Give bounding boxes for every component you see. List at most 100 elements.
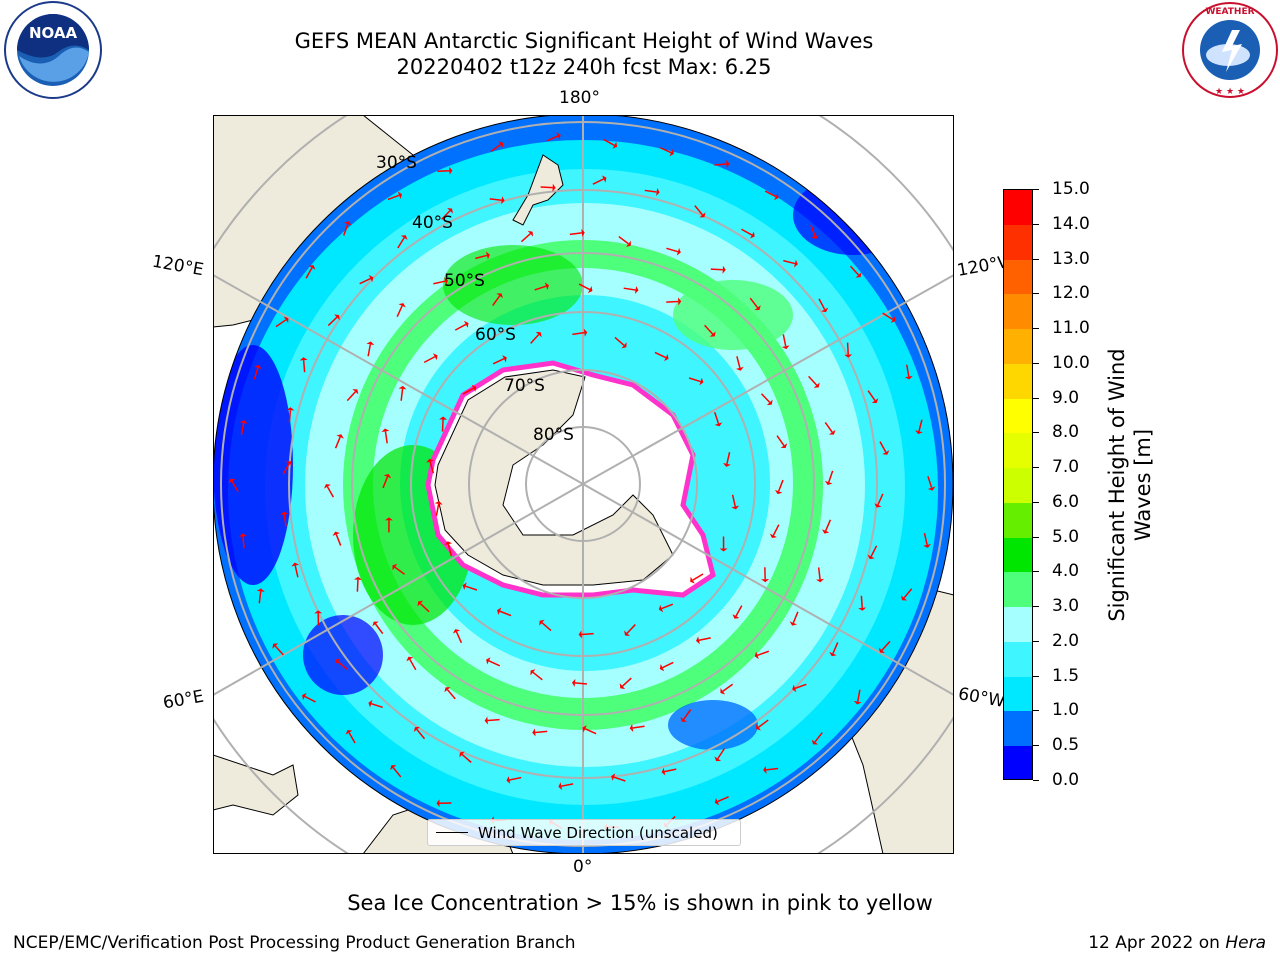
lat-label-30s: 30°S xyxy=(376,153,417,173)
wave-direction-arrowhead xyxy=(486,657,491,665)
wave-direction-arrowhead xyxy=(624,630,630,637)
wave-direction-arrowhead xyxy=(302,692,307,701)
wave-direction-arrow xyxy=(666,247,679,253)
wave-direction-arrowhead xyxy=(661,767,666,776)
wave-direction-arrowhead xyxy=(769,533,777,539)
wave-direction-arrow xyxy=(731,494,736,507)
wave-direction-arrow xyxy=(877,493,884,506)
wave-direction-arrow xyxy=(540,186,553,189)
wave-direction-arrowhead xyxy=(384,517,393,521)
wave-direction-arrow xyxy=(274,645,284,656)
colorbar-tick-label: 9.0 xyxy=(1052,387,1080,408)
wave-direction-arrow xyxy=(396,305,403,318)
colorbar-tick-label: 8.0 xyxy=(1052,422,1080,443)
wave-direction-arrow xyxy=(717,796,729,803)
footer-credit: NCEP/EMC/Verification Post Processing Pr… xyxy=(13,933,576,953)
wave-direction-arrowhead xyxy=(462,582,467,590)
wave-direction-arrow xyxy=(881,640,891,651)
colorbar-tick xyxy=(1033,536,1039,538)
wave-direction-arrow xyxy=(488,660,501,667)
wave-direction-arrow xyxy=(423,356,436,364)
wave-direction-arrow xyxy=(441,210,451,220)
wave-direction-arrowhead xyxy=(811,234,819,240)
wave-direction-arrow xyxy=(343,223,349,236)
wave-direction-arrow xyxy=(726,452,731,465)
wave-direction-arrow xyxy=(870,545,878,557)
colorbar-segment xyxy=(1004,363,1032,399)
wave-direction-arrow xyxy=(758,719,769,728)
wave-direction-arrowhead xyxy=(426,458,434,463)
wave-direction-arrowhead xyxy=(323,484,331,489)
wave-direction-arrowhead xyxy=(722,265,726,274)
wave-direction-arrow xyxy=(409,658,417,671)
wave-direction-arrow xyxy=(461,753,472,763)
wave-direction-arrowhead xyxy=(774,489,783,495)
wave-direction-arrowhead xyxy=(858,607,867,611)
wave-direction-arrow xyxy=(661,603,674,610)
wave-direction-arrowhead xyxy=(417,600,424,607)
wave-direction-arrow xyxy=(441,419,444,432)
wave-direction-arrowhead xyxy=(626,240,631,247)
wave-direction-arrow xyxy=(714,163,727,166)
colorbar-tick-label: 0.0 xyxy=(1052,770,1080,790)
wave-direction-arrow xyxy=(305,267,313,279)
wave-direction-arrowhead xyxy=(558,782,563,791)
graticule xyxy=(213,115,954,854)
wave-direction-arrow xyxy=(688,377,701,383)
wave-direction-arrow xyxy=(371,702,383,709)
wave-direction-arrowhead xyxy=(900,595,908,601)
wave-direction-arrowhead xyxy=(732,614,740,619)
colorbar-tick xyxy=(1033,780,1039,781)
legend-label: Wind Wave Direction (unscaled) xyxy=(478,823,718,842)
wave-direction-arrowhead xyxy=(927,486,936,491)
wave-direction-arrowhead xyxy=(485,251,490,260)
colorbar-tick xyxy=(1033,328,1039,330)
wave-direction-arrow xyxy=(626,624,636,634)
wave-direction-arrowhead xyxy=(345,729,353,735)
wave-direction-arrowhead xyxy=(658,604,664,613)
wave-direction-arrowhead xyxy=(397,191,402,200)
wave-direction-arrow xyxy=(499,610,512,617)
wave-direction-arrowhead xyxy=(720,688,726,695)
colorbar-segment xyxy=(1004,537,1032,573)
wave-direction-arrowhead xyxy=(556,132,561,140)
wave-direction-arrow xyxy=(574,682,587,685)
wave-direction-arrow xyxy=(359,277,371,285)
wave-direction-arrow xyxy=(487,718,500,722)
wind-wave-arrows xyxy=(228,132,936,832)
wave-direction-arrowhead xyxy=(676,247,681,256)
wave-direction-arrow xyxy=(541,622,552,632)
wave-direction-arrowhead xyxy=(449,166,453,175)
wave-direction-arrowhead xyxy=(719,548,728,552)
wave-direction-arrowhead xyxy=(821,307,829,313)
wave-direction-arrowhead xyxy=(444,687,451,693)
wave-direction-arrowhead xyxy=(286,407,295,411)
colorbar-tick xyxy=(1033,362,1039,364)
wave-direction-arrowhead xyxy=(383,473,392,479)
wave-direction-arrow xyxy=(621,677,632,687)
wave-direction-arrow xyxy=(849,265,860,276)
wave-direction-arrowhead xyxy=(811,739,819,745)
wave-direction-arrowhead xyxy=(352,389,359,395)
svg-text:NOAA: NOAA xyxy=(29,24,78,42)
wave-direction-arrowhead xyxy=(413,726,420,733)
wave-direction-arrowhead xyxy=(696,636,700,645)
colorbar-segment xyxy=(1004,224,1032,260)
wave-direction-arrowhead xyxy=(498,141,504,148)
wave-direction-arrow xyxy=(392,767,402,778)
wave-direction-arrowhead xyxy=(656,188,660,196)
wave-direction-arrowhead xyxy=(439,416,448,420)
wave-direction-arrowhead xyxy=(844,354,853,358)
wave-direction-arrow xyxy=(348,732,356,744)
wave-direction-arrow xyxy=(304,695,316,703)
wave-direction-arrow xyxy=(683,709,692,720)
wave-direction-arrowhead xyxy=(669,149,674,157)
wave-direction-arrow xyxy=(242,536,245,549)
colorbar-segment xyxy=(1004,190,1032,225)
wave-direction-arrow xyxy=(397,237,405,249)
wave-direction-arrowhead xyxy=(726,159,730,168)
wave-direction-arrow xyxy=(433,280,446,285)
wave-direction-arrow xyxy=(817,567,821,580)
wave-direction-arrowhead xyxy=(530,669,536,676)
wave-direction-arrow xyxy=(710,268,723,271)
